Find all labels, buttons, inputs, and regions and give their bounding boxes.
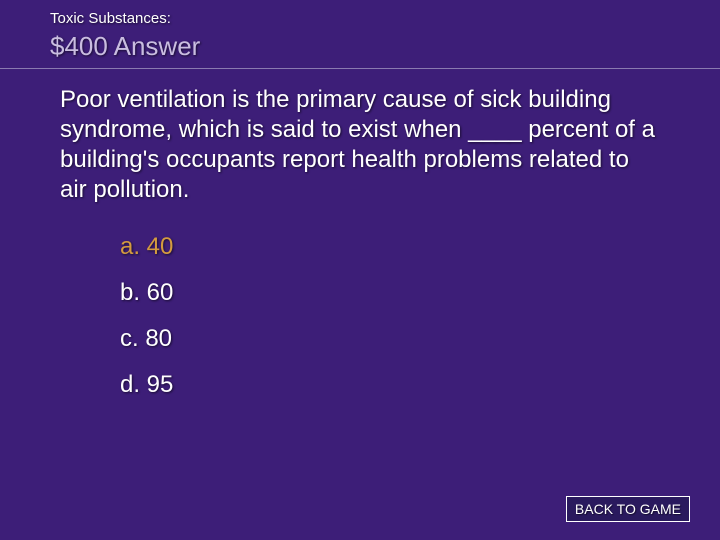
back-to-game-button[interactable]: BACK TO GAME [566, 496, 690, 522]
option-d: d. 95 [120, 371, 720, 399]
option-a: a. 40 [120, 233, 720, 261]
options-list: a. 40 b. 60 c. 80 d. 95 [0, 205, 720, 399]
category-label: Toxic Substances: [50, 10, 670, 27]
slide-header: Toxic Substances: $400 Answer [0, 0, 720, 69]
question-text: Poor ventilation is the primary cause of… [0, 69, 720, 205]
option-c: c. 80 [120, 325, 720, 353]
slide-title: $400 Answer [50, 31, 670, 62]
option-b: b. 60 [120, 279, 720, 307]
quiz-slide: Toxic Substances: $400 Answer Poor venti… [0, 0, 720, 540]
